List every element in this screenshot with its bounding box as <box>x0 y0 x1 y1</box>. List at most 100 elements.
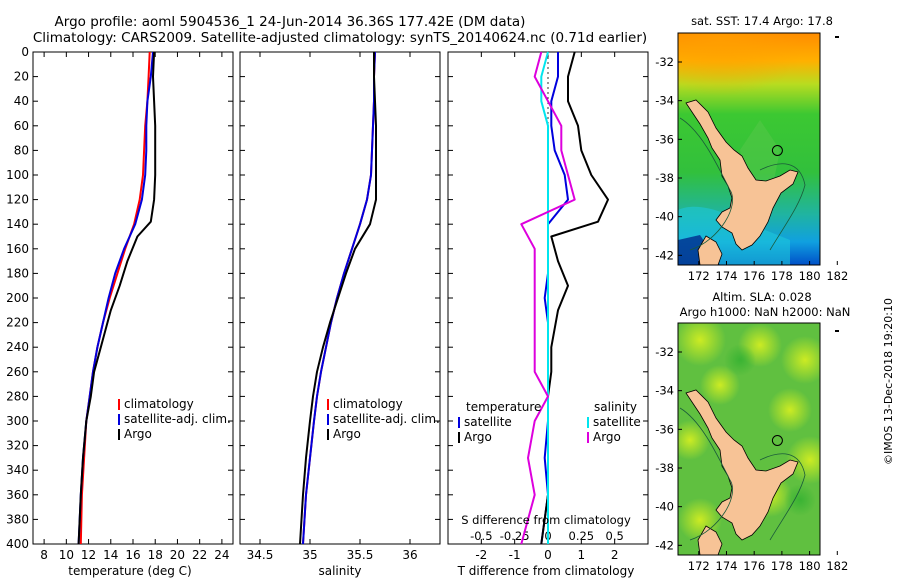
series-line-satellite-adj-clim- <box>302 51 376 545</box>
map-y-tick-label: -38 <box>655 461 674 475</box>
map-x-tick-label: 172 <box>688 269 710 283</box>
sla-map-subtitle: Argo h1000: NaN h2000: NaN <box>680 305 851 319</box>
x2-tick-label: 0.25 <box>569 529 595 543</box>
y-tick-label: 180 <box>6 266 29 280</box>
map-x-tick-label: 172 <box>688 559 710 573</box>
x2-tick-label: -0.5 <box>470 529 492 543</box>
y-tick-label: 280 <box>6 389 29 403</box>
sla-map-land <box>679 330 839 556</box>
x-tick-label: 12 <box>81 548 96 562</box>
y-tick-label: 400 <box>6 537 29 551</box>
y-tick-label: 120 <box>6 193 29 207</box>
map-y-tick-label: -34 <box>655 384 674 398</box>
map-x-tick-label: 174 <box>716 269 738 283</box>
x-tick-label: 14 <box>103 548 118 562</box>
y-tick-label: 200 <box>6 291 29 305</box>
difference-xlabel2: S difference from climatology <box>461 513 631 527</box>
y-tick-label: 80 <box>14 143 29 157</box>
x-tick-label: 20 <box>170 548 185 562</box>
sla-map-axes: 172 174 176 178 180 182 -32 -34 -36 -38 -40 -42 <box>655 345 848 573</box>
legend-label: satellite-adj. clim. <box>124 412 231 426</box>
sst-map-title: sat. SST: 17.4 Argo: 17.8 <box>691 14 833 28</box>
figure-title-line2: Climatology: CARS2009. Satellite-adjuste… <box>33 30 647 46</box>
sla-map-title: Altim. SLA: 0.028 <box>712 290 811 304</box>
y-tick-label: 300 <box>6 414 29 428</box>
series-line-argo <box>77 51 157 545</box>
legend-title: temperature <box>466 400 541 414</box>
map-x-tick-label: 174 <box>716 559 738 573</box>
series-line-salinity-satellite <box>540 51 549 544</box>
legend-label: climatology <box>333 397 403 411</box>
sst-argo-location-marker <box>771 145 783 156</box>
x-tick-label: 8 <box>40 548 48 562</box>
x-tick-label: 24 <box>214 548 229 562</box>
x-tick-label: 34.5 <box>247 548 274 562</box>
x-tick-label: -2 <box>475 548 487 562</box>
map-x-tick-label: 178 <box>771 559 793 573</box>
map-x-tick-label: 180 <box>799 269 821 283</box>
x-tick-label: 16 <box>125 548 140 562</box>
map-y-tick-label: -32 <box>655 55 674 69</box>
map-y-tick-label: -40 <box>655 500 674 514</box>
legend-label: satellite <box>593 415 641 429</box>
imos-watermark: ©IMOS 13-Dec-2018 19:20:10 <box>882 298 895 465</box>
map-x-tick-label: 182 <box>826 559 848 573</box>
y-tick-label: 380 <box>6 512 29 526</box>
x-tick-label: 1 <box>578 548 586 562</box>
temperature-panel: 8 10 12 14 16 18 20 22 2402040608010012014016018… <box>6 45 234 562</box>
legend-label: Argo <box>124 427 152 441</box>
plot-frame <box>239 51 441 545</box>
y-tick-label: 220 <box>6 316 29 330</box>
map-y-tick-label: -36 <box>655 422 674 436</box>
x-tick-label: 35.5 <box>347 548 374 562</box>
x-tick-label: 0 <box>544 548 552 562</box>
map-x-tick-label: 176 <box>743 269 765 283</box>
map-x-tick-label: 178 <box>771 269 793 283</box>
figure-title-line1: Argo profile: aoml 5904536_1 24-Jun-2014… <box>55 14 526 30</box>
y-tick-label: 100 <box>6 168 29 182</box>
x-tick-label: 35 <box>302 548 317 562</box>
map-y-tick-label: -42 <box>655 248 674 262</box>
x-tick-label: 10 <box>59 548 74 562</box>
legend-label: Argo <box>593 430 621 444</box>
map-x-tick-label: 182 <box>826 269 848 283</box>
map-y-tick-label: -32 <box>655 345 674 359</box>
y-tick-label: 140 <box>6 217 29 231</box>
series-line-salinity-argo <box>520 51 576 545</box>
y-tick-label: 60 <box>14 119 29 133</box>
y-tick-label: 20 <box>14 70 29 84</box>
x-tick-label: 2 <box>611 548 619 562</box>
legend-label: satellite-adj. clim. <box>333 412 440 426</box>
sst-map-land <box>679 36 839 266</box>
sla-argo-location-marker <box>771 435 783 446</box>
difference-xlabel: T difference from climatology <box>457 564 635 578</box>
legend-label: satellite <box>464 415 512 429</box>
x-tick-label: 22 <box>192 548 207 562</box>
plot-frame <box>32 51 234 545</box>
x-tick-label: 18 <box>148 548 163 562</box>
x2-tick-label: 0.5 <box>606 529 624 543</box>
legend-title: salinity <box>594 400 637 414</box>
map-y-tick-label: -36 <box>655 132 674 146</box>
map-y-tick-label: -42 <box>655 538 674 552</box>
sst-map-axes: 172 174 176 178 180 182 -32 -34 -36 -38 -40 -42 <box>655 55 848 283</box>
y-tick-label: 360 <box>6 488 29 502</box>
map-y-tick-label: -40 <box>655 210 674 224</box>
y-tick-label: 240 <box>6 340 29 354</box>
legend-label: climatology <box>124 397 194 411</box>
map-x-tick-label: 180 <box>799 559 821 573</box>
legend-label: Argo <box>333 427 361 441</box>
series-line-argo <box>299 52 377 545</box>
x-tick-label: -1 <box>509 548 521 562</box>
x-tick-label: 36 <box>402 548 417 562</box>
map-y-tick-label: -38 <box>655 171 674 185</box>
y-tick-label: 160 <box>6 242 29 256</box>
salinity-xlabel: salinity <box>318 564 361 578</box>
y-tick-label: 340 <box>6 463 29 477</box>
y-tick-label: 0 <box>21 45 29 59</box>
map-x-tick-label: 176 <box>743 559 765 573</box>
y-tick-label: 260 <box>6 365 29 379</box>
